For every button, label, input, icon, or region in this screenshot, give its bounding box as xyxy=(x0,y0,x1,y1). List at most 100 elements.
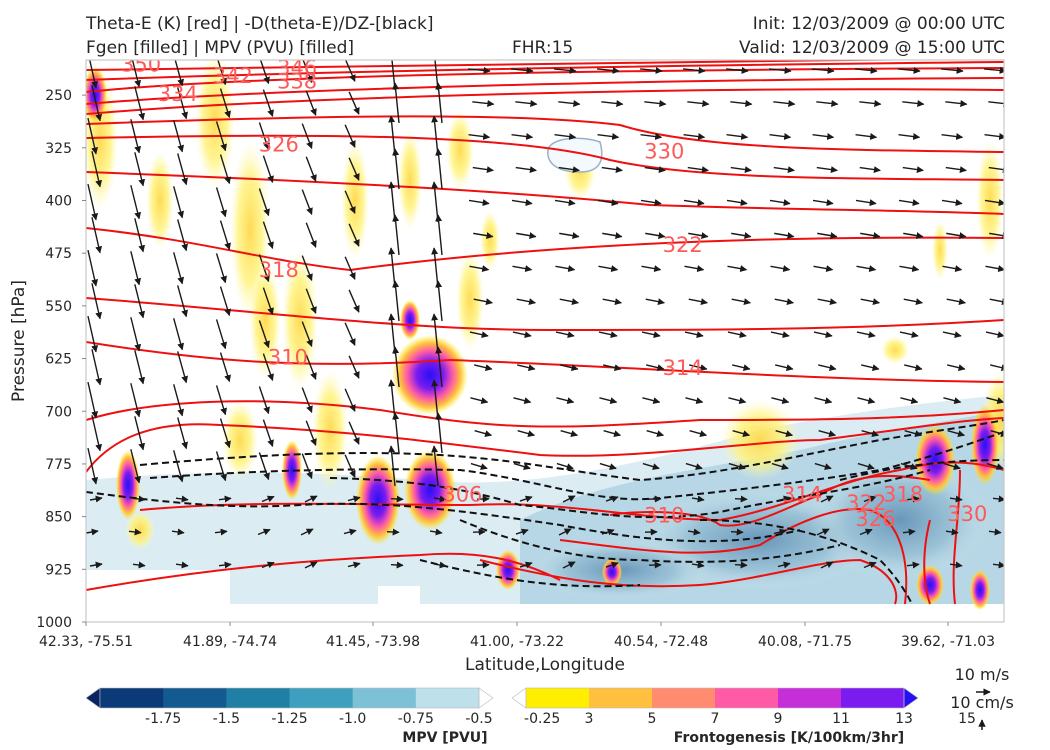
wind-vector xyxy=(348,223,360,247)
wind-vector xyxy=(258,254,270,283)
theta-e-contour xyxy=(86,341,1004,383)
wind-vector xyxy=(304,495,318,503)
colorbar-tick-label: -0.75 xyxy=(398,711,434,727)
wind-vector xyxy=(556,462,574,470)
wind-vector xyxy=(392,346,400,388)
wind-vector xyxy=(134,218,146,253)
colorbar-cell xyxy=(589,688,653,708)
wind-vector xyxy=(175,561,189,569)
wind-vector xyxy=(344,124,356,148)
wind-vector xyxy=(468,199,490,207)
wind-vector xyxy=(941,199,963,207)
wind-vector xyxy=(470,462,488,470)
wind-vector xyxy=(305,222,317,248)
wind-vector xyxy=(301,321,313,348)
wind-vector xyxy=(215,253,227,284)
wind-vector xyxy=(598,265,619,273)
colorbar-cell xyxy=(352,688,417,708)
wind-vector xyxy=(215,451,227,482)
wind-vector xyxy=(344,60,356,82)
wind-vector xyxy=(348,157,360,181)
wind-vector xyxy=(218,495,232,503)
wind-vector xyxy=(855,133,878,140)
wind-vector xyxy=(132,561,146,569)
frontogenesis-plume xyxy=(146,150,174,250)
wind-vector xyxy=(215,385,227,416)
colorbar-cell xyxy=(100,688,164,708)
wind-vector xyxy=(132,495,146,503)
wind-vector xyxy=(640,133,663,140)
frontogenesis-plume xyxy=(881,336,909,364)
wind-vector xyxy=(728,397,747,405)
terrain-mask xyxy=(86,604,1004,622)
wind-vector xyxy=(86,528,99,536)
wind-vector xyxy=(130,119,142,154)
wind-vector xyxy=(219,154,231,185)
wind-vector xyxy=(261,561,275,569)
wind-vector xyxy=(773,99,796,107)
wind-vector xyxy=(516,232,537,240)
wind-vector xyxy=(262,89,274,118)
colorbar-extend-right xyxy=(903,687,919,709)
mpv-colorbar-label: MPV [PVU] xyxy=(402,730,487,746)
wind-vector xyxy=(474,364,493,372)
theta-e-contour xyxy=(86,297,1004,332)
theta-e-label: 322 xyxy=(663,233,703,257)
wind-vector xyxy=(814,397,833,405)
wind-vector xyxy=(262,353,274,382)
wind-vector xyxy=(173,120,185,153)
wind-vector xyxy=(511,66,534,74)
frontogenesis-core xyxy=(916,565,944,605)
wind-vector xyxy=(732,364,751,372)
wind-vector xyxy=(305,420,317,446)
wind-vector xyxy=(726,66,749,74)
wind-vectors xyxy=(86,60,1004,569)
wind-vector xyxy=(305,288,317,314)
theta-e-label: 318 xyxy=(259,258,299,282)
valid-time: Valid: 12/03/2009 @ 15:00 UTC xyxy=(739,38,1005,58)
frontogenesis-plume xyxy=(312,370,348,490)
wind-vector xyxy=(130,449,142,484)
wind-vector xyxy=(517,429,536,438)
y-tick-label: 700 xyxy=(45,404,72,420)
wind-vector xyxy=(262,221,274,250)
wind-vector xyxy=(943,397,962,405)
wind-vector xyxy=(435,82,443,124)
wind-vector xyxy=(344,190,356,214)
colorbar-extend-left xyxy=(511,687,527,709)
frontogenesis-core xyxy=(970,570,990,610)
wind-vector xyxy=(602,298,622,306)
wind-vector xyxy=(641,265,662,273)
dtheta-e-dz-contour xyxy=(86,491,801,543)
wind-vector xyxy=(769,66,792,74)
y-tick-label: 775 xyxy=(45,457,72,473)
wind-vector xyxy=(348,355,360,379)
wind-vector xyxy=(91,349,103,386)
wind-vector xyxy=(816,99,839,107)
wind-vector xyxy=(513,462,531,470)
theta-e-label: 346 xyxy=(277,56,317,80)
wind-vector xyxy=(173,252,185,285)
forecast-hour: FHR:15 xyxy=(512,38,574,58)
wind-vector xyxy=(857,397,876,405)
theta-e-label: 318 xyxy=(883,483,923,507)
wind-vector xyxy=(603,364,622,372)
wind-vector xyxy=(812,199,834,207)
wind-vector xyxy=(177,153,189,186)
wind-vector xyxy=(985,265,1004,273)
wind-vector xyxy=(817,232,838,240)
frontogenesis-plume xyxy=(932,220,948,280)
theta-e-contour xyxy=(86,115,1004,153)
wind-vector xyxy=(601,166,623,174)
frontogenesis-plume xyxy=(222,400,258,480)
wind-vector xyxy=(560,364,579,372)
wind-vector xyxy=(605,495,619,503)
wind-vector xyxy=(646,364,665,372)
wind-vector xyxy=(562,561,576,569)
wind-vector xyxy=(300,528,314,536)
wind-vector xyxy=(984,133,1004,140)
wind-vector xyxy=(941,133,964,140)
wind-vector xyxy=(258,188,270,217)
